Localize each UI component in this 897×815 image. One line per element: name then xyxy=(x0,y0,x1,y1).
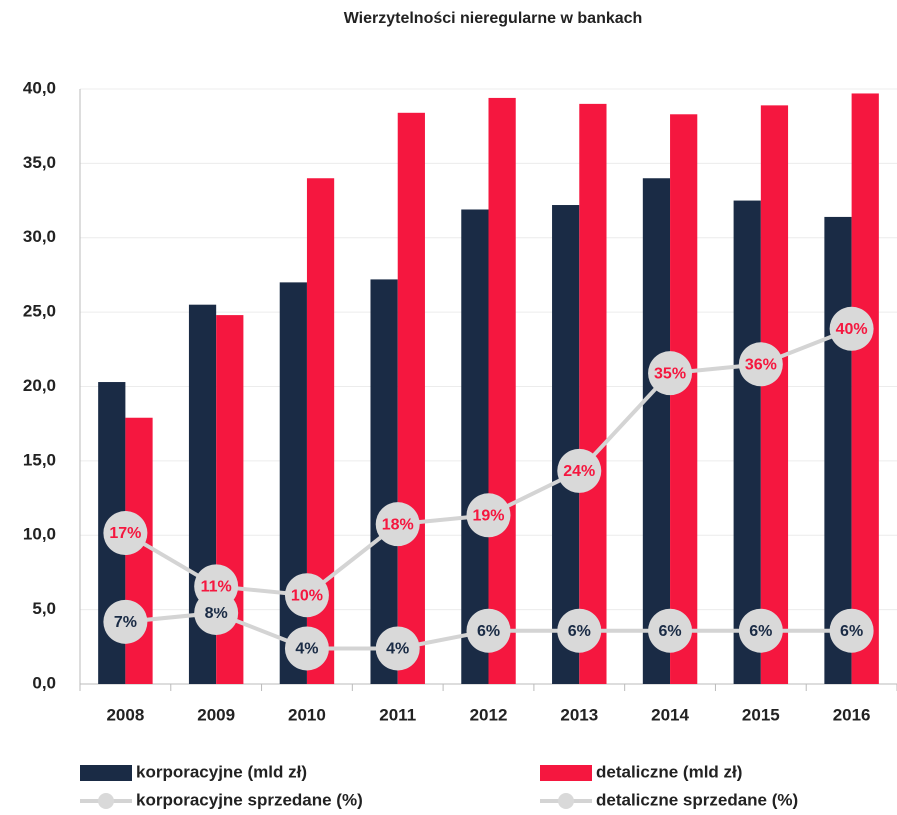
data-label: 6% xyxy=(477,623,500,640)
data-label: 6% xyxy=(568,623,591,640)
bar xyxy=(824,216,852,685)
y-tick-label: 15,0 xyxy=(23,450,56,469)
legend-swatch xyxy=(98,793,114,809)
data-label: 40% xyxy=(836,321,868,338)
marker xyxy=(648,351,693,396)
marker xyxy=(829,608,874,653)
x-tick-label: 2015 xyxy=(742,705,780,724)
data-label: 18% xyxy=(382,516,414,533)
x-tick-label: 2008 xyxy=(106,705,144,724)
data-label: 6% xyxy=(658,623,681,640)
legend-label: korporacyjne sprzedane (%) xyxy=(136,790,363,809)
marker xyxy=(557,448,602,493)
marker xyxy=(194,564,239,609)
data-label: 7% xyxy=(114,614,137,631)
y-tick-label: 35,0 xyxy=(23,153,56,172)
marker xyxy=(103,599,148,644)
marker xyxy=(375,502,420,547)
x-tick-label: 2010 xyxy=(288,705,326,724)
data-label: 4% xyxy=(295,641,318,658)
legend-label: korporacyjne (mld zł) xyxy=(136,762,307,781)
y-tick-label: 20,0 xyxy=(23,376,56,395)
marker xyxy=(738,342,783,387)
chart-title: Wierzytelności nieregularne w bankach xyxy=(344,10,643,27)
data-label: 35% xyxy=(654,365,686,382)
marker xyxy=(466,493,511,538)
bar xyxy=(579,103,607,684)
legend-swatch xyxy=(80,765,132,781)
data-label: 24% xyxy=(563,463,595,480)
marker xyxy=(557,608,602,653)
data-label: 6% xyxy=(749,623,772,640)
bar xyxy=(397,112,425,685)
y-tick-label: 40,0 xyxy=(23,78,56,97)
marker xyxy=(284,626,329,671)
marker xyxy=(103,511,148,556)
marker xyxy=(648,608,693,653)
bar xyxy=(642,178,671,684)
bar xyxy=(461,209,489,685)
y-tick-label: 30,0 xyxy=(23,227,56,246)
x-tick-label: 2009 xyxy=(197,705,235,724)
bar xyxy=(370,279,398,684)
y-tick-label: 25,0 xyxy=(23,302,56,321)
legend-label: detaliczne (mld zł) xyxy=(596,762,742,781)
x-tick-label: 2011 xyxy=(379,705,416,724)
x-tick-label: 2012 xyxy=(470,705,508,724)
data-label: 17% xyxy=(109,525,141,542)
y-tick-label: 0,0 xyxy=(32,673,56,692)
data-label: 4% xyxy=(386,641,409,658)
bar xyxy=(733,200,761,684)
y-tick-label: 5,0 xyxy=(32,599,56,618)
bar xyxy=(279,282,307,684)
data-label: 36% xyxy=(745,357,777,374)
marker xyxy=(829,306,874,351)
marker xyxy=(284,573,329,618)
data-label: 19% xyxy=(472,507,504,524)
bar xyxy=(760,105,789,685)
data-label: 6% xyxy=(840,623,863,640)
x-tick-label: 2014 xyxy=(651,705,689,724)
legend-swatch xyxy=(540,765,592,781)
legend-swatch xyxy=(558,793,574,809)
marker xyxy=(466,608,511,653)
bar xyxy=(851,93,879,684)
data-label: 11% xyxy=(201,579,232,596)
bar xyxy=(670,114,698,685)
data-label: 8% xyxy=(205,605,228,622)
bar xyxy=(552,205,580,684)
x-tick-label: 2016 xyxy=(833,705,871,724)
legend-label: detaliczne sprzedane (%) xyxy=(596,790,798,809)
bar xyxy=(488,97,516,685)
data-label: 10% xyxy=(291,587,323,604)
y-tick-label: 10,0 xyxy=(23,525,56,544)
x-tick-label: 2013 xyxy=(560,705,598,724)
marker xyxy=(738,608,783,653)
marker xyxy=(375,626,420,671)
